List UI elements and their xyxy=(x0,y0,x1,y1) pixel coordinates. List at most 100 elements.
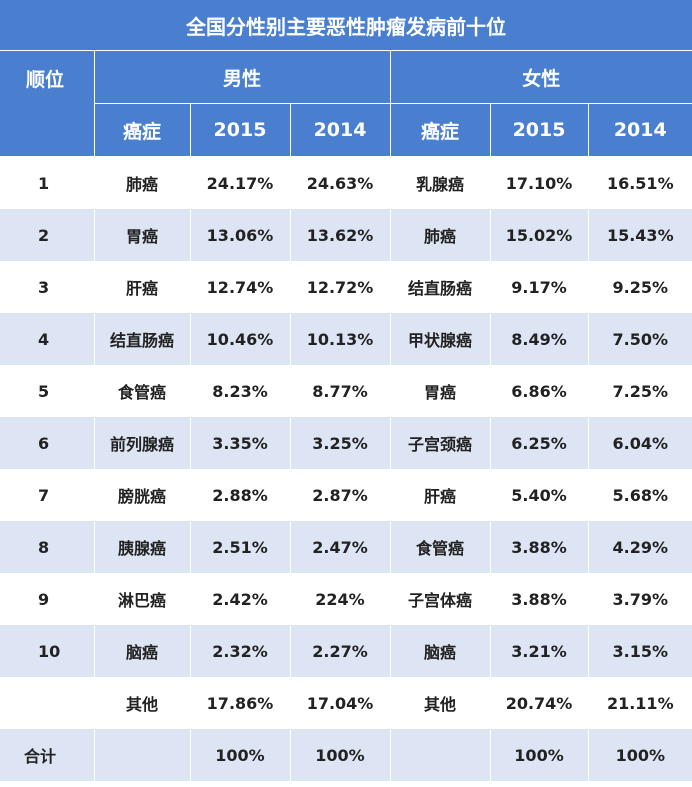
male-2015-cell: 3.35% xyxy=(190,417,291,469)
female-2015-cell: 8.49% xyxy=(490,313,589,365)
female-2015-cell: 3.88% xyxy=(490,573,589,625)
female-cancer-cell: 肺癌 xyxy=(390,209,491,261)
male-2014-cell: 8.77% xyxy=(290,365,391,417)
female-2014-cell: 7.50% xyxy=(588,313,692,365)
male-2015-cell: 100% xyxy=(190,729,291,781)
male-2014-cell: 10.13% xyxy=(290,313,391,365)
female-cancer-cell: 甲状腺癌 xyxy=(390,313,491,365)
female-2015-cell: 3.88% xyxy=(490,521,589,573)
male-cancer-cell: 其他 xyxy=(94,677,191,729)
table-row: 4 结直肠癌 10.46% 10.13% 甲状腺癌 8.49% 7.50% xyxy=(0,313,692,365)
female-cancer-cell: 子宫颈癌 xyxy=(390,417,491,469)
female-2014-cell: 21.11% xyxy=(588,677,692,729)
table-row: 1 肺癌 24.17% 24.63% 乳腺癌 17.10% 16.51% xyxy=(0,156,692,209)
male-2014-cell: 100% xyxy=(290,729,391,781)
female-header: 女性 xyxy=(390,51,692,104)
table-row: 2 胃癌 13.06% 13.62% 肺癌 15.02% 15.43% xyxy=(0,209,692,261)
female-2015-cell: 100% xyxy=(490,729,589,781)
rank-cell: 5 xyxy=(0,365,95,417)
male-2014-cell: 2.47% xyxy=(290,521,391,573)
female-2015-cell: 5.40% xyxy=(490,469,589,521)
male-cancer-header: 癌症 xyxy=(94,103,191,157)
male-2014-cell: 3.25% xyxy=(290,417,391,469)
female-cancer-cell: 胃癌 xyxy=(390,365,491,417)
female-2015-cell: 3.21% xyxy=(490,625,589,677)
table-row: 3 肝癌 12.74% 12.72% 结直肠癌 9.17% 9.25% xyxy=(0,261,692,313)
male-cancer-cell: 前列腺癌 xyxy=(94,417,191,469)
male-cancer-cell: 食管癌 xyxy=(94,365,191,417)
male-cancer-cell: 胃癌 xyxy=(94,209,191,261)
rank-cell: 4 xyxy=(0,313,95,365)
female-2015-cell: 20.74% xyxy=(490,677,589,729)
male-cancer-cell: 结直肠癌 xyxy=(94,313,191,365)
female-2014-cell: 5.68% xyxy=(588,469,692,521)
rank-cell: 7 xyxy=(0,469,95,521)
female-cancer-cell: 食管癌 xyxy=(390,521,491,573)
male-2015-cell: 2.42% xyxy=(190,573,291,625)
female-cancer-cell: 乳腺癌 xyxy=(390,156,491,209)
female-2015-cell: 9.17% xyxy=(490,261,589,313)
female-2014-cell: 9.25% xyxy=(588,261,692,313)
female-2014-cell: 3.79% xyxy=(588,573,692,625)
male-cancer-cell: 淋巴癌 xyxy=(94,573,191,625)
table-body: 1 肺癌 24.17% 24.63% 乳腺癌 17.10% 16.51% 2 胃癌 13.06% 1… xyxy=(0,156,692,781)
female-cancer-cell: 肝癌 xyxy=(390,469,491,521)
male-2015-cell: 24.17% xyxy=(190,156,291,209)
male-cancer-cell: 肝癌 xyxy=(94,261,191,313)
female-cancer-cell: 结直肠癌 xyxy=(390,261,491,313)
male-2015-cell: 2.51% xyxy=(190,521,291,573)
female-2014-cell: 4.29% xyxy=(588,521,692,573)
female-2014-cell: 7.25% xyxy=(588,365,692,417)
rank-cell: 合计 xyxy=(0,729,95,781)
male-2015-cell: 2.88% xyxy=(190,469,291,521)
table-row: 10 脑癌 2.32% 2.27% 脑癌 3.21% 3.15% xyxy=(0,625,692,677)
male-cancer-cell: 脑癌 xyxy=(94,625,191,677)
rank-cell: 8 xyxy=(0,521,95,573)
female-2015-cell: 6.25% xyxy=(490,417,589,469)
rank-cell: 3 xyxy=(0,261,95,313)
female-2014-header: 2014 xyxy=(588,103,692,157)
male-2014-header: 2014 xyxy=(290,103,391,157)
male-2014-cell: 13.62% xyxy=(290,209,391,261)
table-row: 7 膀胱癌 2.88% 2.87% 肝癌 5.40% 5.68% xyxy=(0,469,692,521)
male-2014-cell: 224% xyxy=(290,573,391,625)
table-title: 全国分性别主要恶性肿瘤发病前十位 xyxy=(0,0,692,51)
male-cancer-cell: 肺癌 xyxy=(94,156,191,209)
rank-cell: 9 xyxy=(0,573,95,625)
rank-cell: 1 xyxy=(0,156,95,209)
rank-cell: 10 xyxy=(0,625,95,677)
rank-header: 顺位 xyxy=(0,51,95,157)
table-row: 9 淋巴癌 2.42% 224% 子宫体癌 3.88% 3.79% xyxy=(0,573,692,625)
male-cancer-cell: 膀胱癌 xyxy=(94,469,191,521)
rank-cell: 6 xyxy=(0,417,95,469)
female-2014-cell: 6.04% xyxy=(588,417,692,469)
male-2014-cell: 12.72% xyxy=(290,261,391,313)
female-2015-header: 2015 xyxy=(490,103,589,157)
female-2014-cell: 100% xyxy=(588,729,692,781)
rank-cell: 2 xyxy=(0,209,95,261)
table-row: 其他 17.86% 17.04% 其他 20.74% 21.11% xyxy=(0,677,692,729)
male-2014-cell: 2.27% xyxy=(290,625,391,677)
male-2015-cell: 13.06% xyxy=(190,209,291,261)
female-2015-cell: 6.86% xyxy=(490,365,589,417)
male-header: 男性 xyxy=(94,51,391,104)
male-2015-cell: 8.23% xyxy=(190,365,291,417)
female-cancer-cell: 子宫体癌 xyxy=(390,573,491,625)
female-2015-cell: 17.10% xyxy=(490,156,589,209)
table-row: 5 食管癌 8.23% 8.77% 胃癌 6.86% 7.25% xyxy=(0,365,692,417)
male-2015-header: 2015 xyxy=(190,103,291,157)
female-2015-cell: 15.02% xyxy=(490,209,589,261)
female-2014-cell: 3.15% xyxy=(588,625,692,677)
female-cancer-cell xyxy=(390,729,491,781)
female-cancer-cell: 脑癌 xyxy=(390,625,491,677)
table-row: 6 前列腺癌 3.35% 3.25% 子宫颈癌 6.25% 6.04% xyxy=(0,417,692,469)
table-row: 合计 100% 100% 100% 100% xyxy=(0,729,692,781)
table-row: 8 胰腺癌 2.51% 2.47% 食管癌 3.88% 4.29% xyxy=(0,521,692,573)
male-2015-cell: 10.46% xyxy=(190,313,291,365)
male-2014-cell: 24.63% xyxy=(290,156,391,209)
male-cancer-cell xyxy=(94,729,191,781)
female-cancer-header: 癌症 xyxy=(390,103,491,157)
male-cancer-cell: 胰腺癌 xyxy=(94,521,191,573)
male-2014-cell: 17.04% xyxy=(290,677,391,729)
